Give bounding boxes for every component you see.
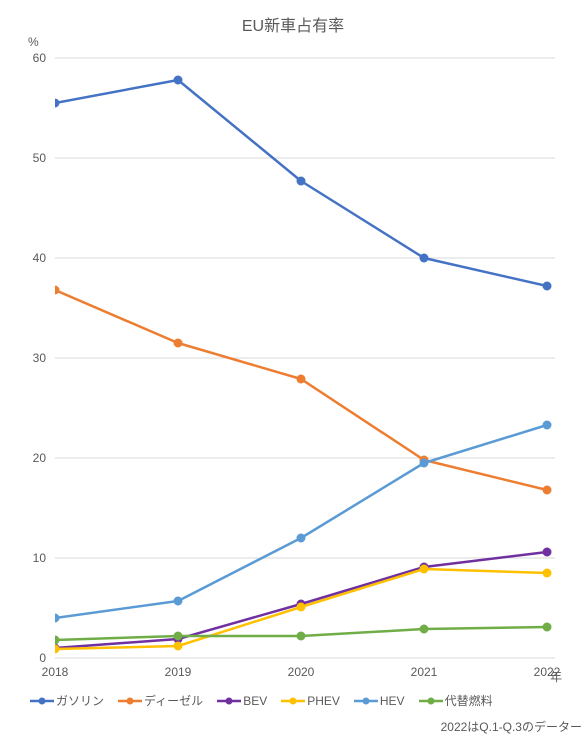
legend-swatch [419, 695, 443, 707]
x-tick: 2019 [165, 665, 192, 679]
x-tick: 2022 [534, 665, 561, 679]
legend-item: PHEV [281, 694, 340, 708]
legend-item: 代替燃料 [419, 692, 493, 709]
footnote: 2022はQ.1-Q.3のデーター [441, 718, 582, 735]
legend-label: HEV [380, 694, 405, 708]
chart-title: EU新車占有率 [0, 12, 586, 36]
plot-svg [55, 40, 555, 660]
chart-container: EU新車占有率 % 年 0102030405060 20182019202020… [0, 0, 586, 742]
y-tick: 0 [39, 651, 46, 665]
legend-swatch [30, 695, 54, 707]
legend: ガソリン ディーゼル BEV PHEV HEV 代替燃料 [30, 692, 560, 709]
legend-swatch [118, 695, 142, 707]
y-tick: 10 [33, 551, 46, 565]
legend-item: BEV [217, 694, 267, 708]
x-tick: 2021 [411, 665, 438, 679]
y-axis-unit: % [28, 35, 39, 49]
legend-swatch [217, 695, 241, 707]
legend-item: HEV [354, 694, 405, 708]
legend-label: BEV [243, 694, 267, 708]
y-tick: 30 [33, 351, 46, 365]
y-tick: 40 [33, 251, 46, 265]
legend-item: ガソリン [30, 692, 104, 709]
y-tick: 60 [33, 51, 46, 65]
legend-item: ディーゼル [118, 692, 203, 709]
y-tick: 20 [33, 451, 46, 465]
legend-label: ガソリン [56, 692, 104, 709]
x-tick: 2020 [288, 665, 315, 679]
legend-swatch [354, 695, 378, 707]
y-tick: 50 [33, 151, 46, 165]
plot-area [55, 40, 555, 660]
legend-label: ディーゼル [144, 692, 203, 709]
legend-label: 代替燃料 [445, 692, 493, 709]
x-tick: 2018 [42, 665, 69, 679]
legend-label: PHEV [307, 694, 340, 708]
legend-swatch [281, 695, 305, 707]
